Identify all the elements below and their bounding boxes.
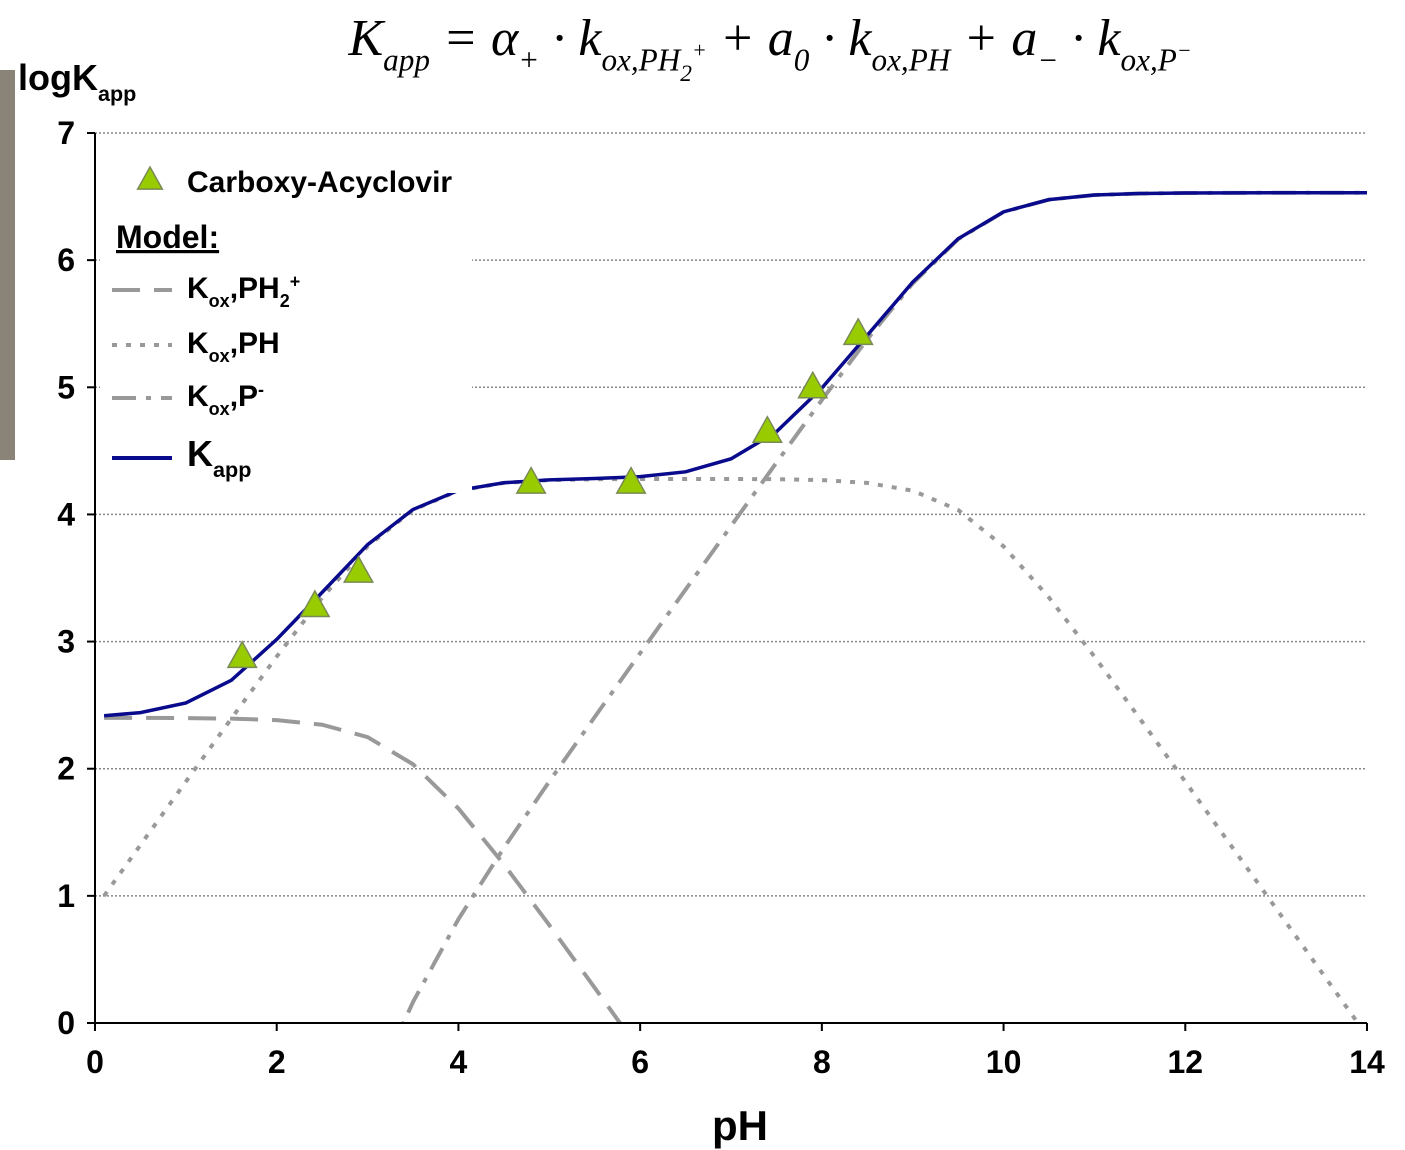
x-tick-label: 14 (1349, 1044, 1385, 1080)
y-tick-label: 3 (57, 624, 75, 660)
text-part: ox,PH (871, 43, 951, 78)
y-tick-label: 2 (57, 751, 75, 787)
text-part: app (383, 43, 430, 78)
text-part: K (187, 433, 213, 474)
text-part: ox (209, 291, 230, 311)
line (401, 190, 1367, 1023)
text-part: K (347, 10, 385, 67)
y-tick-label: 6 (57, 242, 75, 278)
legend-label: Carboxy-Acyclovir (187, 166, 452, 199)
text-part: − (1177, 39, 1192, 63)
data-point (751, 415, 783, 444)
text-part: · k (1058, 10, 1121, 67)
text-part: ,PH (230, 327, 280, 360)
y-tick-label: 5 (57, 369, 75, 405)
data-point (797, 370, 829, 399)
y-axis-label: logKapp (18, 57, 136, 106)
legend-label: Kapp (187, 433, 251, 482)
x-tick-label: 12 (1167, 1044, 1203, 1080)
text-part: app (213, 457, 251, 482)
legend-label: Kox,PH2+ (187, 272, 300, 312)
text-part: ,PH (230, 272, 280, 305)
x-tick-label: 0 (86, 1044, 104, 1080)
text-part: · k (809, 10, 872, 67)
text-part: + a (950, 10, 1037, 67)
text-part: + (692, 39, 707, 63)
image-strip (0, 70, 15, 460)
text-part: + (518, 43, 539, 78)
text-part: K (187, 380, 209, 413)
data-point (515, 466, 547, 494)
data-point (615, 466, 647, 494)
text-part: ox,PH (601, 43, 681, 78)
x-tick-label: 2 (268, 1044, 286, 1080)
x-tick-label: 10 (986, 1044, 1022, 1080)
data-point (226, 640, 258, 669)
text-part: app (98, 81, 136, 106)
legend-heading: Model: (116, 219, 219, 255)
text-part: - (258, 380, 264, 400)
text-part: ox (209, 399, 230, 419)
text-part: 0 (794, 43, 810, 78)
legend-label: Kox,P- (187, 380, 264, 420)
text-part: K (187, 327, 209, 360)
data-point (299, 589, 331, 618)
y-tick-label: 0 (57, 1005, 75, 1041)
text-part: logK (18, 57, 98, 98)
text-part: ,P (230, 380, 258, 413)
legend-label: Kox,PH (187, 327, 280, 366)
text-part: 2 (680, 61, 692, 87)
x-axis-label: pH (712, 1102, 768, 1149)
text-part: ox (209, 346, 230, 366)
text-part: − (1037, 43, 1058, 78)
text-part: K (187, 272, 209, 305)
x-tick-label: 6 (631, 1044, 649, 1080)
x-tick-label: 8 (813, 1044, 831, 1080)
y-tick-label: 1 (57, 878, 75, 914)
text-part: 2 (280, 291, 290, 311)
text-part: ox,P (1121, 43, 1177, 78)
chart-title: Kapp = α+ · kox,PH2+ + a0 · kox,PH + a− … (347, 10, 1191, 87)
text-part: + (290, 272, 301, 292)
data-point (842, 317, 874, 346)
text-part: · k (539, 10, 602, 67)
y-tick-label: 4 (57, 496, 75, 532)
line (102, 476, 1361, 1023)
data-point (342, 555, 375, 583)
x-tick-label: 4 (450, 1044, 468, 1080)
y-tick-label: 7 (57, 115, 75, 151)
legend-box (100, 148, 472, 493)
legend-marker (136, 165, 164, 190)
text-part: = α (430, 10, 520, 67)
line (104, 715, 623, 1023)
text-part: + a (707, 10, 794, 67)
